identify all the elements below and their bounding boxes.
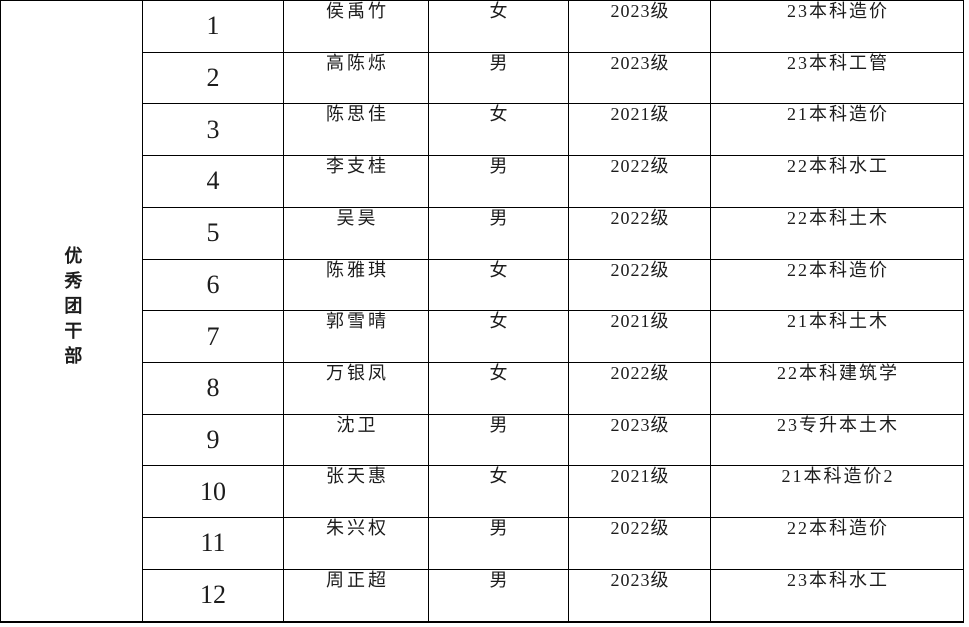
student-name-cell: 周正超 (283, 568, 429, 623)
grade-cell: 2023级 (568, 0, 711, 53)
class-cell: 23本科水工 (710, 568, 964, 623)
table-row: 5 吴昊 男 2022级 22本科土木 (1, 206, 964, 260)
student-name-cell: 侯禹竹 (283, 0, 429, 53)
student-name-cell: 万银凤 (283, 361, 429, 415)
row-number-cell: 1 (142, 0, 284, 53)
student-name-cell: 朱兴权 (283, 517, 429, 570)
category-label: 优秀团干部 (62, 246, 83, 371)
class-cell: 21本科造价2 (710, 465, 964, 519)
gender-cell: 女 (428, 258, 569, 312)
row-number-cell: 8 (142, 361, 284, 415)
gender-cell: 女 (428, 103, 569, 157)
grade-cell: 2021级 (568, 310, 711, 363)
row-number-cell: 7 (142, 310, 284, 363)
class-cell: 22本科造价 (710, 517, 964, 570)
grade-cell: 2022级 (568, 517, 711, 570)
table-row: 8 万银凤 女 2022级 22本科建筑学 (1, 361, 964, 415)
grade-cell: 2022级 (568, 361, 711, 415)
row-number-cell: 3 (142, 103, 284, 157)
class-cell: 21本科土木 (710, 310, 964, 363)
table-row: 9 沈卫 男 2023级 23专升本土木 (1, 413, 964, 467)
category-cell: 优秀团干部 (0, 0, 143, 623)
row-number-cell: 6 (142, 258, 284, 312)
row-number-cell: 4 (142, 155, 284, 208)
table-row: 2 高陈烁 男 2023级 23本科工管 (1, 51, 964, 105)
gender-cell: 男 (428, 51, 569, 105)
table-row: 11 朱兴权 男 2022级 22本科造价 (1, 517, 964, 570)
grade-cell: 2021级 (568, 103, 711, 157)
grade-cell: 2023级 (568, 51, 711, 105)
class-cell: 23本科工管 (710, 51, 964, 105)
gender-cell: 女 (428, 361, 569, 415)
gender-cell: 女 (428, 0, 569, 53)
gender-cell: 男 (428, 517, 569, 570)
grade-cell: 2022级 (568, 155, 711, 208)
student-name-cell: 张天惠 (283, 465, 429, 519)
grade-cell: 2021级 (568, 465, 711, 519)
table-row: 7 郭雪晴 女 2021级 21本科土木 (1, 310, 964, 363)
row-number-cell: 10 (142, 465, 284, 519)
grade-cell: 2023级 (568, 413, 711, 467)
table-row: 10 张天惠 女 2021级 21本科造价2 (1, 465, 964, 519)
student-name-cell: 高陈烁 (283, 51, 429, 105)
grade-cell: 2022级 (568, 258, 711, 312)
table-row: 12 周正超 男 2023级 23本科水工 (1, 568, 964, 623)
row-number-cell: 12 (142, 568, 284, 623)
row-number-cell: 11 (142, 517, 284, 570)
table-row: 4 李支桂 男 2022级 22本科水工 (1, 155, 964, 208)
table-row: 6 陈雅琪 女 2022级 22本科造价 (1, 258, 964, 312)
table-row: 3 陈思佳 女 2021级 21本科造价 (1, 103, 964, 157)
student-name-cell: 郭雪晴 (283, 310, 429, 363)
row-number-cell: 9 (142, 413, 284, 467)
student-name-cell: 李支桂 (283, 155, 429, 208)
row-number-cell: 5 (142, 206, 284, 260)
class-cell: 22本科水工 (710, 155, 964, 208)
student-name-cell: 陈思佳 (283, 103, 429, 157)
student-name-cell: 陈雅琪 (283, 258, 429, 312)
class-cell: 23本科造价 (710, 0, 964, 53)
class-cell: 23专升本土木 (710, 413, 964, 467)
gender-cell: 女 (428, 465, 569, 519)
grade-cell: 2022级 (568, 206, 711, 260)
gender-cell: 男 (428, 413, 569, 467)
gender-cell: 女 (428, 310, 569, 363)
grade-cell: 2023级 (568, 568, 711, 623)
student-name-cell: 吴昊 (283, 206, 429, 260)
class-cell: 22本科建筑学 (710, 361, 964, 415)
student-name-cell: 沈卫 (283, 413, 429, 467)
gender-cell: 男 (428, 568, 569, 623)
class-cell: 22本科土木 (710, 206, 964, 260)
gender-cell: 男 (428, 155, 569, 208)
row-number-cell: 2 (142, 51, 284, 105)
class-cell: 21本科造价 (710, 103, 964, 157)
class-cell: 22本科造价 (710, 258, 964, 312)
gender-cell: 男 (428, 206, 569, 260)
